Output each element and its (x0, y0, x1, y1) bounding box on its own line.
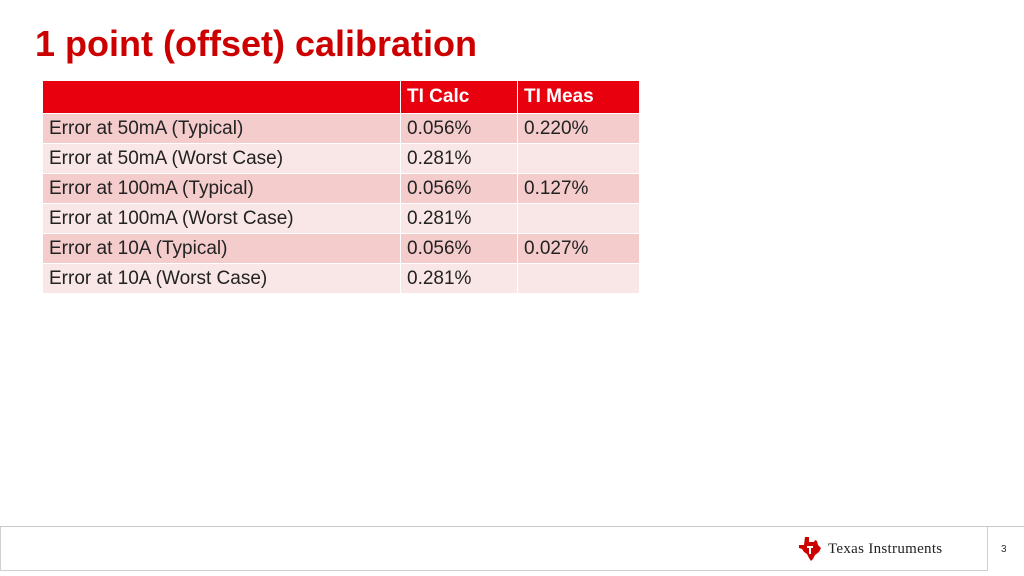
row-label: Error at 50mA (Worst Case) (42, 143, 401, 174)
ti-logo-text: Texas Instruments (828, 540, 943, 557)
ti-calc-value: 0.281% (400, 203, 518, 234)
ti-calc-value: 0.056% (400, 173, 518, 204)
ti-calc-value: 0.281% (400, 263, 518, 294)
table-row: Error at 50mA (Typical) 0.056% 0.220% (42, 113, 640, 144)
header-cell-ti-meas: TI Meas (517, 80, 640, 114)
row-label: Error at 100mA (Typical) (42, 173, 401, 204)
table-row: Error at 10A (Worst Case) 0.281% (42, 263, 640, 294)
table-row: Error at 50mA (Worst Case) 0.281% (42, 143, 640, 174)
ti-meas-value (517, 143, 640, 174)
ti-state-icon (799, 537, 821, 561)
ti-meas-value: 0.127% (517, 173, 640, 204)
row-label: Error at 50mA (Typical) (42, 113, 401, 144)
page-number: 3 (1001, 544, 1007, 555)
ti-calc-value: 0.056% (400, 113, 518, 144)
table-row: Error at 100mA (Typical) 0.056% 0.127% (42, 173, 640, 204)
ti-logo: Texas Instruments (798, 536, 942, 562)
ti-calc-value: 0.281% (400, 143, 518, 174)
row-label: Error at 10A (Worst Case) (42, 263, 401, 294)
ti-meas-value: 0.027% (517, 233, 640, 264)
row-label: Error at 100mA (Worst Case) (42, 203, 401, 234)
table-row: Error at 100mA (Worst Case) 0.281% (42, 203, 640, 234)
slide-footer: Texas Instruments 3 (0, 526, 1024, 576)
slide-title: 1 point (offset) calibration (35, 23, 478, 64)
footer-frame (0, 527, 988, 571)
ti-calc-value: 0.056% (400, 233, 518, 264)
ti-meas-value (517, 203, 640, 234)
calibration-table: TI Calc TI Meas Error at 50mA (Typical) … (42, 80, 640, 294)
ti-meas-value: 0.220% (517, 113, 640, 144)
table-header-row: TI Calc TI Meas (42, 80, 640, 114)
ti-meas-value (517, 263, 640, 294)
table-row: Error at 10A (Typical) 0.056% 0.027% (42, 233, 640, 264)
row-label: Error at 10A (Typical) (42, 233, 401, 264)
header-cell-ti-calc: TI Calc (400, 80, 518, 114)
header-cell-label (42, 80, 401, 114)
